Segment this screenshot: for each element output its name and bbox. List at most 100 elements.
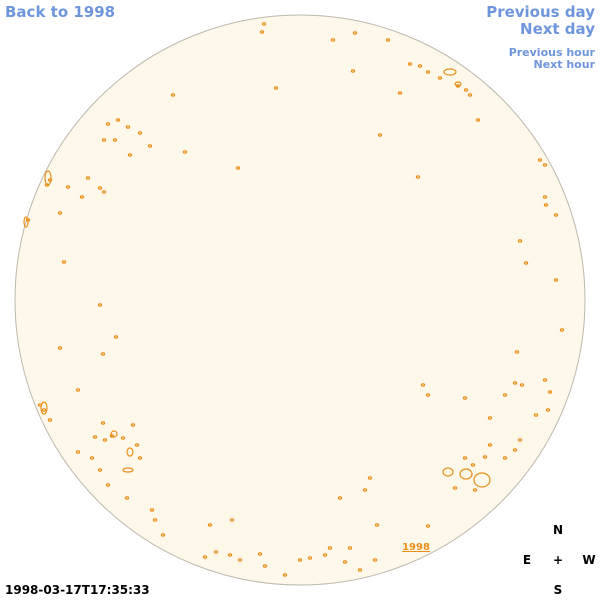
spot bbox=[229, 518, 235, 522]
spot bbox=[147, 144, 153, 148]
spot bbox=[452, 486, 458, 490]
spot bbox=[57, 346, 63, 350]
spot bbox=[462, 396, 468, 400]
spot bbox=[57, 211, 63, 215]
spot bbox=[47, 178, 53, 182]
compass-south: S bbox=[554, 583, 563, 597]
spot bbox=[472, 488, 478, 492]
spot bbox=[85, 176, 91, 180]
spot bbox=[559, 328, 565, 332]
spot bbox=[467, 93, 473, 97]
spot bbox=[207, 523, 213, 527]
spot bbox=[425, 70, 431, 74]
next-day-link[interactable]: Next day bbox=[520, 20, 595, 38]
next-hour-link[interactable]: Next hour bbox=[534, 58, 596, 71]
spot bbox=[115, 118, 121, 122]
spot bbox=[337, 496, 343, 500]
compass-west: W bbox=[582, 553, 595, 567]
spot bbox=[100, 352, 106, 356]
spot bbox=[97, 468, 103, 472]
spot bbox=[482, 455, 488, 459]
spot bbox=[257, 552, 263, 556]
spot bbox=[512, 381, 518, 385]
spot bbox=[160, 533, 166, 537]
spot bbox=[437, 76, 443, 80]
spot bbox=[137, 131, 143, 135]
spot bbox=[137, 456, 143, 460]
spot bbox=[170, 93, 176, 97]
spot bbox=[101, 190, 107, 194]
spot bbox=[362, 488, 368, 492]
spot bbox=[149, 508, 155, 512]
spot bbox=[377, 133, 383, 137]
spot bbox=[113, 335, 119, 339]
spot bbox=[41, 408, 47, 412]
compass-north: N bbox=[553, 523, 563, 537]
active-regions bbox=[23, 22, 565, 577]
spot bbox=[462, 456, 468, 460]
spot bbox=[487, 443, 493, 447]
spot bbox=[385, 38, 391, 42]
spot bbox=[545, 408, 551, 412]
solar-disk bbox=[14, 14, 586, 586]
spot bbox=[101, 138, 107, 142]
spot bbox=[112, 138, 118, 142]
spot bbox=[512, 448, 518, 452]
spot bbox=[75, 450, 81, 454]
spot bbox=[61, 260, 67, 264]
previous-day-link[interactable]: Previous day bbox=[486, 3, 595, 21]
spot bbox=[357, 568, 363, 572]
spot bbox=[134, 443, 140, 447]
spot bbox=[120, 436, 126, 440]
spot bbox=[425, 393, 431, 397]
spot-contour bbox=[442, 467, 454, 477]
spot bbox=[213, 550, 219, 554]
spot bbox=[397, 91, 403, 95]
back-link[interactable]: Back to 1998 bbox=[5, 3, 115, 21]
spot bbox=[547, 390, 553, 394]
spot-contour bbox=[443, 68, 457, 76]
year-link[interactable]: 1998 bbox=[402, 542, 430, 553]
spot bbox=[47, 418, 53, 422]
spot bbox=[100, 421, 106, 425]
spot bbox=[487, 416, 493, 420]
spot bbox=[97, 186, 103, 190]
spot bbox=[352, 31, 358, 35]
spot-contour bbox=[44, 170, 52, 186]
spot bbox=[262, 564, 268, 568]
spot bbox=[330, 38, 336, 42]
spot bbox=[420, 383, 426, 387]
timestamp: 1998-03-17T17:35:33 bbox=[5, 583, 150, 597]
spot bbox=[425, 524, 431, 528]
spot bbox=[519, 383, 525, 387]
spot bbox=[327, 546, 333, 550]
spot bbox=[261, 22, 267, 26]
spot bbox=[282, 573, 288, 577]
spot bbox=[235, 166, 241, 170]
spot bbox=[152, 518, 158, 522]
spot bbox=[475, 118, 481, 122]
spot bbox=[553, 278, 559, 282]
spot bbox=[105, 483, 111, 487]
spot bbox=[124, 496, 130, 500]
spot bbox=[227, 553, 233, 557]
spot bbox=[372, 558, 378, 562]
spot bbox=[127, 153, 133, 157]
spot-contour bbox=[454, 81, 462, 87]
spot bbox=[537, 158, 543, 162]
spot bbox=[307, 556, 313, 560]
spot-contour bbox=[126, 447, 134, 457]
spot bbox=[202, 555, 208, 559]
spot-contour bbox=[40, 401, 48, 415]
spot-contour bbox=[459, 468, 473, 480]
previous-hour-link[interactable]: Previous hour bbox=[509, 46, 596, 59]
spot bbox=[297, 558, 303, 562]
spot bbox=[523, 261, 529, 265]
spot bbox=[350, 69, 356, 73]
spot bbox=[470, 463, 476, 467]
spot-contour bbox=[23, 216, 29, 228]
spot bbox=[125, 125, 131, 129]
spot bbox=[237, 558, 243, 562]
spot bbox=[542, 195, 548, 199]
spot bbox=[322, 553, 328, 557]
